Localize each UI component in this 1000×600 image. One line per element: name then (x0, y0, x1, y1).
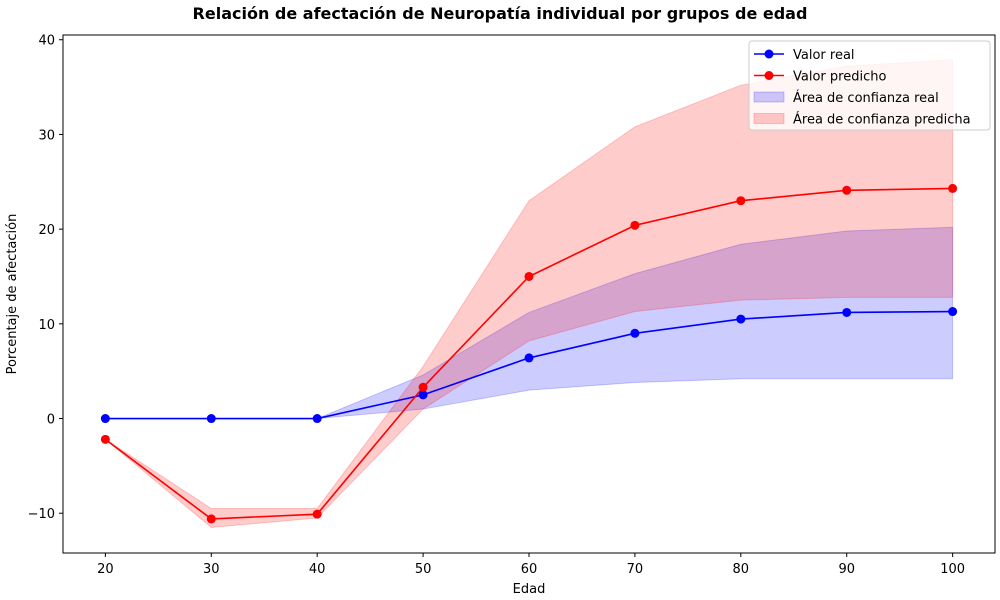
y-tick-label: 20 (38, 223, 55, 238)
x-tick-label: 20 (97, 562, 114, 577)
confidence-band-0 (105, 226, 954, 420)
confidence-band-1 (105, 59, 954, 528)
series-0-point-7 (842, 307, 852, 317)
y-tick-label: 40 (38, 34, 55, 49)
series-0-point-1 (206, 414, 216, 424)
legend-label: Área de confianza predicha (793, 112, 971, 128)
y-tick-label: 10 (38, 318, 55, 333)
x-axis-ticks: 20 30 40 50 60 70 80 90 100 (97, 553, 965, 577)
x-tick-label: 40 (309, 562, 326, 577)
legend-band-swatch (753, 113, 785, 124)
series-0-point-6 (736, 314, 746, 324)
y-axis-ticks: −10 0 10 20 30 40 (28, 34, 63, 522)
x-tick-label: 100 (940, 562, 965, 577)
x-tick-label: 50 (415, 562, 432, 577)
legend-marker-swatch (764, 71, 774, 80)
x-tick-label: 90 (838, 562, 855, 577)
series-0-point-2 (312, 414, 322, 424)
legend: Valor real Valor predicho Área de confianz… (748, 40, 991, 131)
y-tick-label: 0 (47, 413, 55, 428)
legend-label: Área de confianza real (793, 90, 939, 106)
series-0-point-4 (524, 353, 534, 363)
series-1-point-1 (206, 514, 216, 524)
confidence-bands (105, 59, 954, 528)
x-tick-label: 80 (733, 562, 750, 577)
y-axis-label: Porcentaje de afectación (5, 214, 20, 375)
x-axis-label: Edad (513, 582, 546, 597)
legend-label: Valor predicho (793, 70, 886, 85)
series-1-point-0 (100, 434, 110, 444)
series-0-point-3 (418, 390, 428, 400)
x-tick-label: 60 (521, 562, 538, 577)
legend-marker-swatch (764, 49, 774, 59)
series-1-point-2 (312, 509, 322, 519)
legend-label: Valor real (793, 48, 855, 63)
series-1-point-8 (948, 183, 958, 193)
series-1-point-3 (418, 382, 428, 392)
series-1-point-7 (842, 185, 852, 195)
series-1-point-5 (630, 220, 640, 230)
x-tick-label: 30 (203, 562, 220, 577)
y-tick-label: −10 (28, 507, 55, 522)
series-0-point-5 (630, 328, 640, 338)
x-tick-label: 70 (627, 562, 644, 577)
series-markers (100, 183, 958, 524)
chart-title: Relación de afectación de Neuropatía ind… (193, 4, 808, 23)
series-1-point-6 (736, 196, 746, 206)
series-0-point-8 (948, 307, 958, 317)
series-0-point-0 (100, 414, 110, 424)
legend-frame (748, 40, 991, 131)
series-1-point-4 (524, 271, 534, 281)
y-tick-label: 30 (38, 128, 55, 143)
legend-band-swatch (753, 91, 785, 103)
